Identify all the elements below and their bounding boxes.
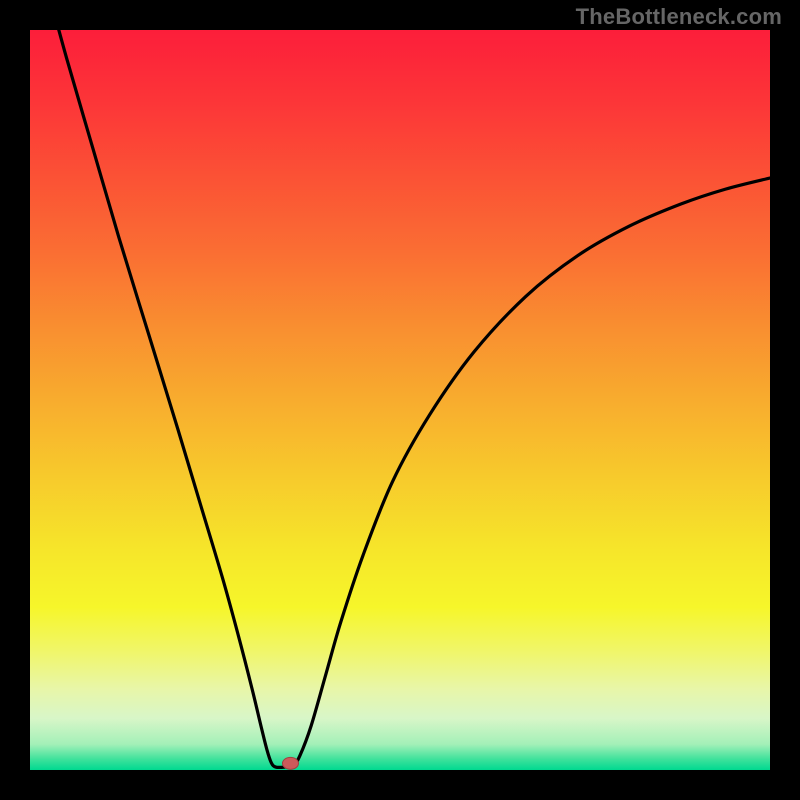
chart-svg-layer (30, 30, 770, 770)
chart-canvas: TheBottleneck.com (0, 0, 800, 800)
watermark-text: TheBottleneck.com (576, 4, 782, 30)
plot-area (30, 30, 770, 770)
plot-frame (30, 30, 770, 770)
optimum-marker (282, 757, 298, 769)
bottleneck-curve (45, 30, 770, 767)
